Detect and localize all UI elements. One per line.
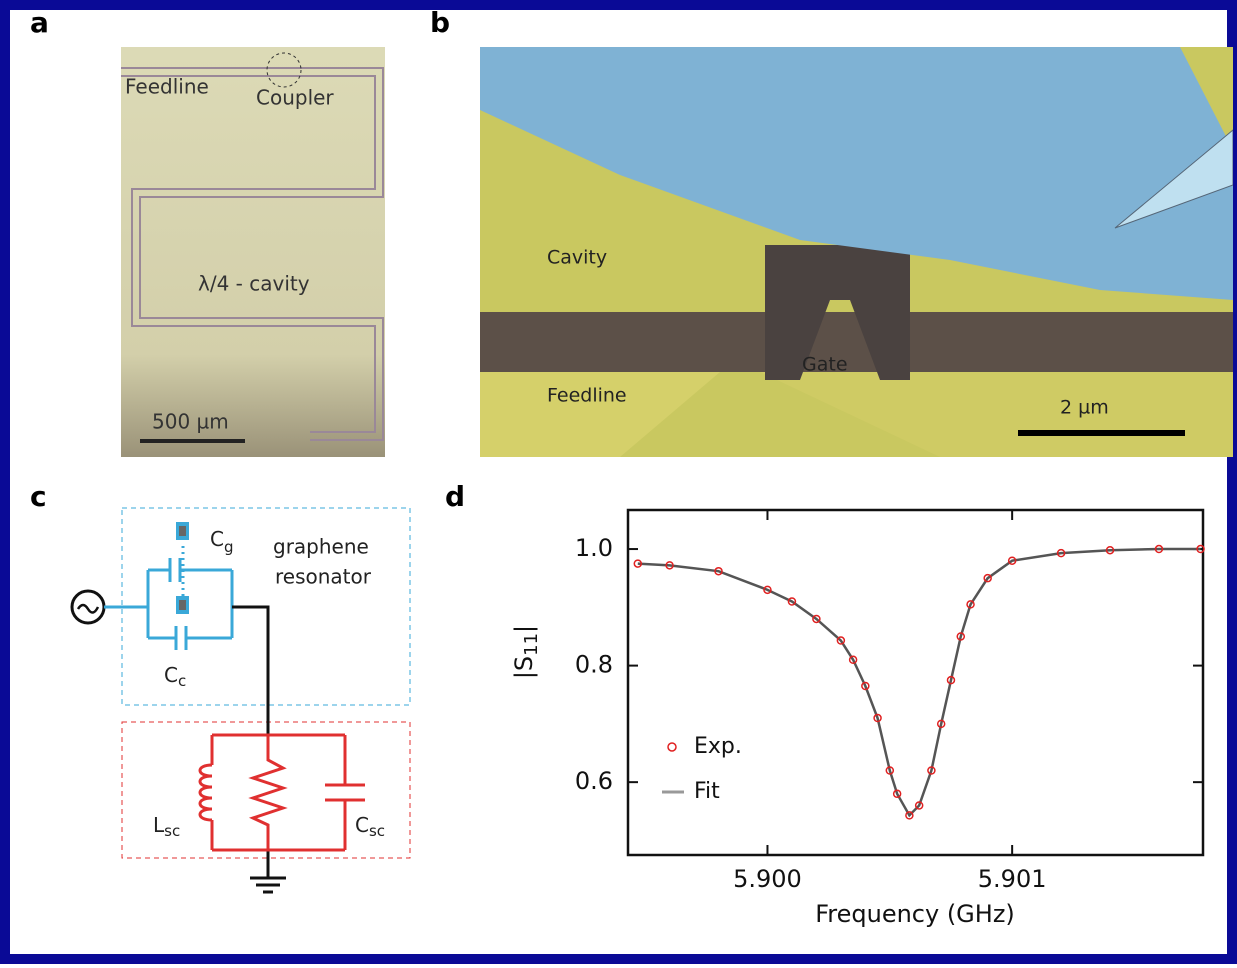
label-sub: c (178, 672, 186, 690)
label: graphene (273, 535, 369, 559)
micrograph (121, 47, 385, 457)
legend-label: Fit (694, 779, 720, 804)
panel-label: d (445, 480, 465, 513)
label-sub: sc (369, 822, 385, 840)
label-main: C (164, 663, 178, 687)
panel-label: c (30, 480, 47, 513)
legend-label: Exp. (694, 734, 742, 759)
y-tick-label: 0.8 (575, 651, 613, 679)
graphene-gate (179, 526, 186, 536)
label-sub: 11 (521, 633, 542, 656)
label-main: |S (510, 656, 538, 679)
label-main: C (355, 813, 369, 837)
x-tick-label: 5.900 (733, 865, 802, 893)
scale-label: 2 µm (1060, 397, 1109, 419)
label-sub: sc (164, 822, 180, 840)
label: Gate (802, 354, 848, 376)
scale-label: 500 µm (152, 410, 229, 434)
label: Feedline (125, 75, 209, 99)
scale-bar (140, 439, 245, 443)
x-tick-label: 5.901 (978, 865, 1047, 893)
scale-bar (1018, 430, 1185, 436)
y-tick-label: 0.6 (575, 767, 613, 795)
label: λ/4 - cavity (198, 272, 310, 296)
label: Cavity (547, 247, 607, 269)
label: resonator (275, 565, 372, 589)
label-main: C (210, 527, 224, 551)
panel-label: b (430, 6, 450, 39)
graphene-gate (179, 600, 186, 610)
y-tick-label: 1.0 (575, 534, 613, 562)
label-sub: g (224, 538, 234, 556)
panel-label: a (30, 6, 49, 39)
label: Coupler (256, 86, 334, 110)
label-main: | (510, 625, 538, 633)
x-axis-label: Frequency (GHz) (815, 900, 1015, 928)
label: Feedline (547, 385, 627, 407)
figure: a Feedline Coupler λ/4 - cavity 500 µm b… (0, 0, 1237, 964)
